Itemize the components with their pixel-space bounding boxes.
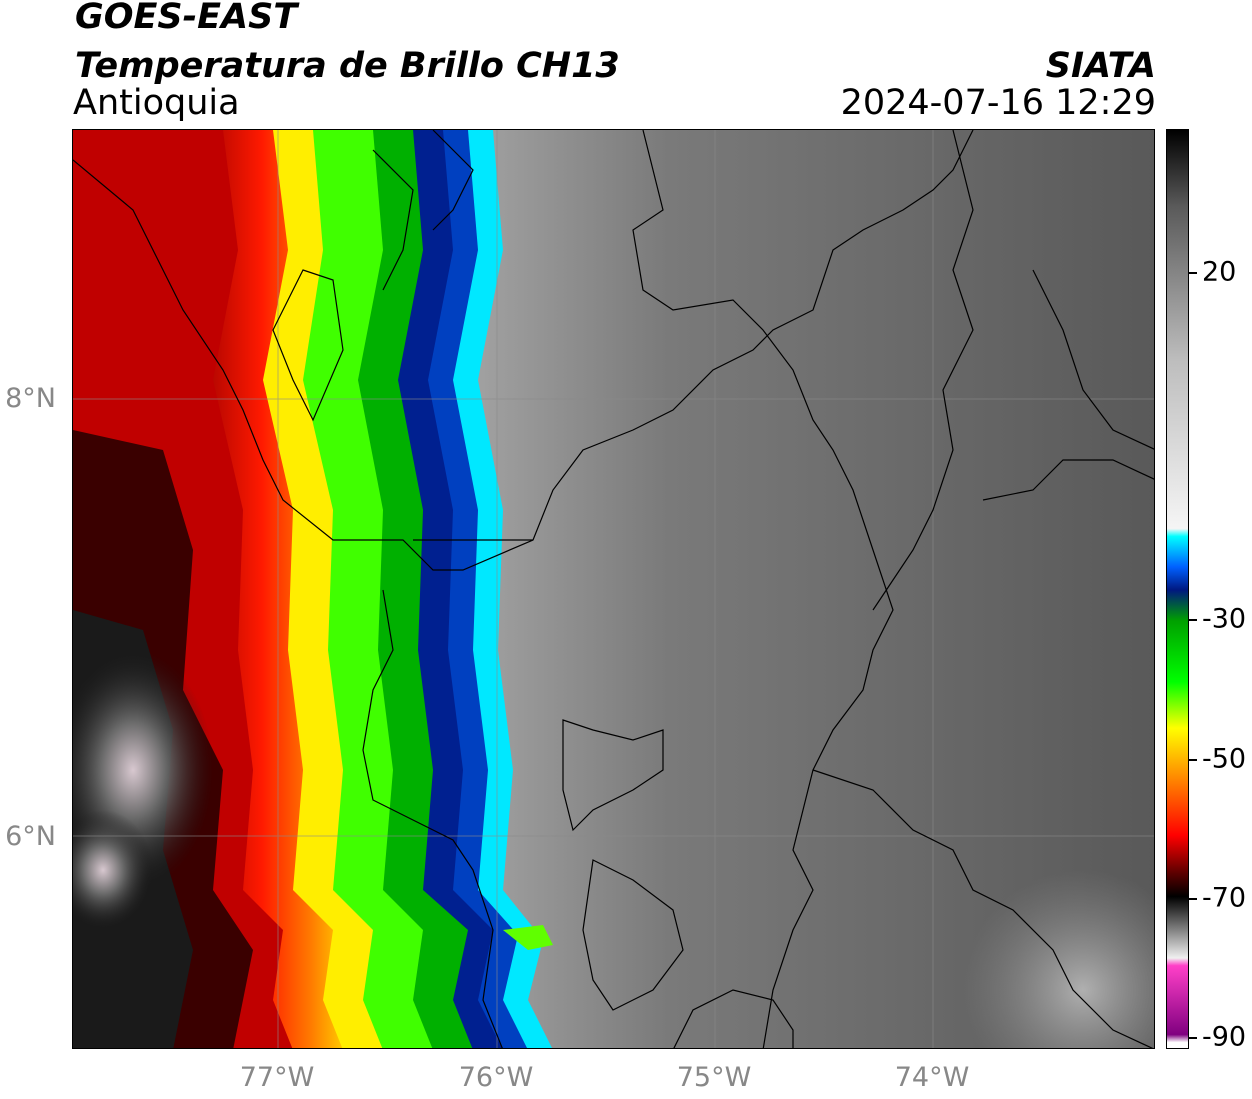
timestamp-label: 2024-07-16 12:29 — [840, 83, 1156, 123]
lon-label-75w: 75°W — [676, 1062, 752, 1093]
lat-label-8n: 8°N — [5, 383, 56, 414]
brand-label: SIATA — [1045, 46, 1156, 86]
colorbar-label-20: 20 — [1202, 256, 1237, 288]
lat-label-6n: 6°N — [5, 821, 56, 852]
product-title: Temperatura de Brillo CH13 — [75, 46, 620, 86]
colorbar-tick-neg70 — [1189, 898, 1197, 900]
brightness-temperature-field — [73, 130, 1154, 1048]
colorbar-label-neg30: -30 — [1202, 603, 1247, 635]
colorbar-label-neg90: -90 — [1202, 1021, 1247, 1053]
colorbar-label-neg70: -70 — [1202, 882, 1247, 914]
gridlines — [73, 130, 1154, 1048]
lon-label-76w: 76°W — [458, 1062, 534, 1093]
colorbar-tick-neg30 — [1189, 619, 1197, 621]
colorbar-tick-20 — [1189, 272, 1197, 274]
satellite-title: GOES-EAST — [75, 0, 298, 37]
colorbar-tick-neg50 — [1189, 759, 1197, 761]
boundary-lines — [73, 130, 1154, 1048]
lon-label-74w: 74°W — [894, 1062, 970, 1093]
colorbar-tick-neg90 — [1189, 1037, 1197, 1039]
temperature-colorbar — [1166, 129, 1189, 1049]
lon-label-77w: 77°W — [239, 1062, 315, 1093]
region-subtitle: Antioquia — [73, 83, 240, 123]
satellite-map — [72, 129, 1155, 1049]
colorbar-label-neg50: -50 — [1202, 743, 1247, 775]
